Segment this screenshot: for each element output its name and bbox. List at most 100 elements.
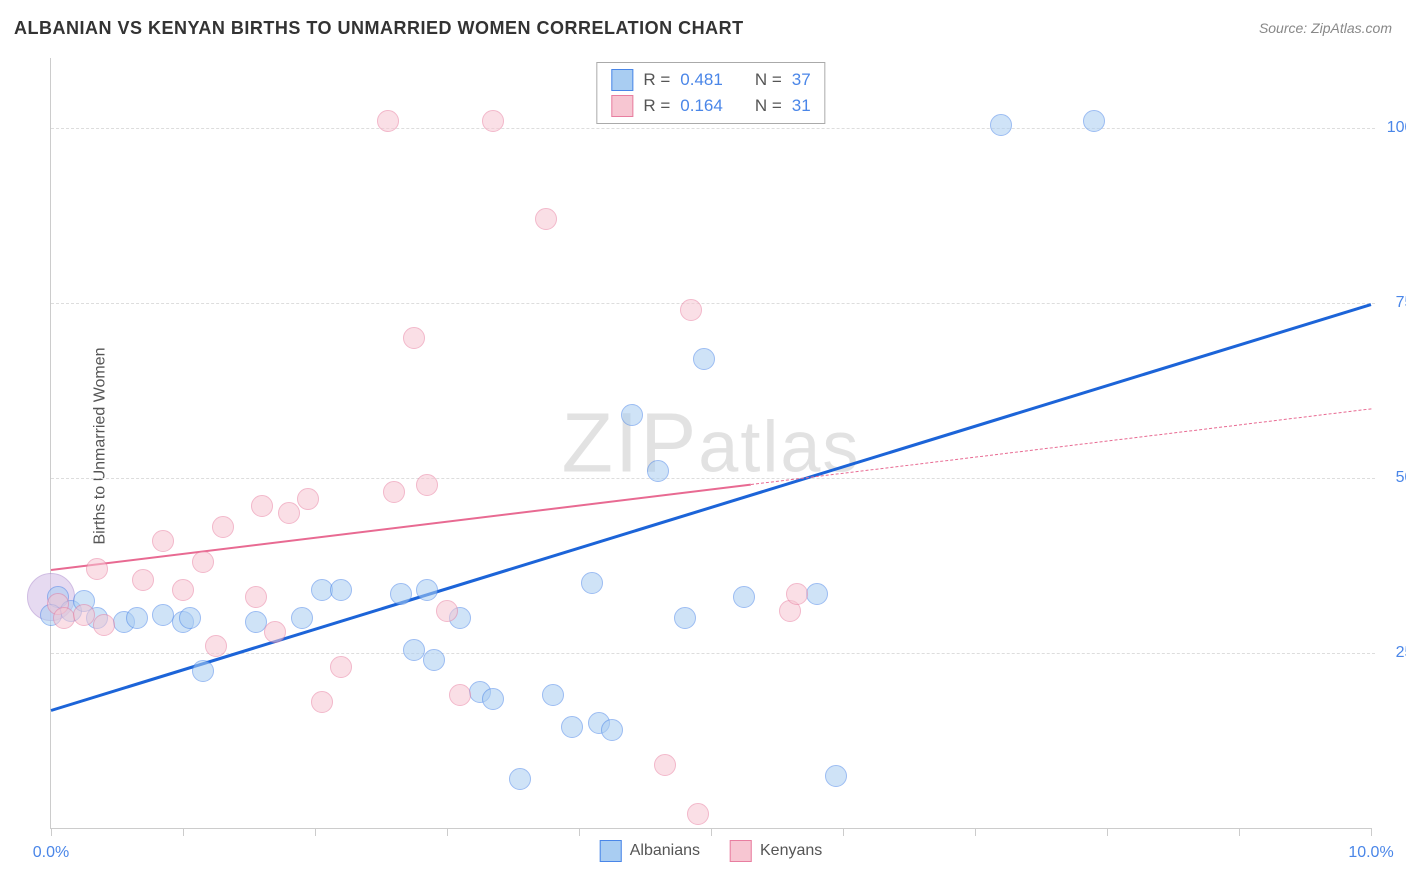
legend-r-value: 0.481 bbox=[680, 70, 723, 90]
legend-n-label: N = bbox=[755, 96, 782, 116]
data-point-albanians bbox=[601, 719, 623, 741]
legend-swatch bbox=[611, 95, 633, 117]
x-tick bbox=[183, 828, 184, 836]
x-tick bbox=[843, 828, 844, 836]
legend-n-value: 31 bbox=[792, 96, 811, 116]
data-point-albanians bbox=[416, 579, 438, 601]
data-point-kenyans bbox=[654, 754, 676, 776]
data-point-albanians bbox=[825, 765, 847, 787]
data-point-kenyans bbox=[264, 621, 286, 643]
data-point-kenyans bbox=[93, 614, 115, 636]
trendline-kenyans-extrapolated bbox=[751, 408, 1372, 485]
data-point-albanians bbox=[674, 607, 696, 629]
x-tick-label: 10.0% bbox=[1348, 844, 1393, 862]
gridline bbox=[51, 303, 1375, 304]
x-tick bbox=[975, 828, 976, 836]
data-point-kenyans bbox=[330, 656, 352, 678]
data-point-albanians bbox=[542, 684, 564, 706]
series-legend: Albanians Kenyans bbox=[600, 840, 823, 862]
data-point-kenyans bbox=[416, 474, 438, 496]
x-tick bbox=[315, 828, 316, 836]
chart-title: ALBANIAN VS KENYAN BIRTHS TO UNMARRIED W… bbox=[14, 18, 744, 38]
legend-correlation-row: R = 0.164 N = 31 bbox=[611, 95, 810, 117]
data-point-kenyans bbox=[535, 208, 557, 230]
data-point-kenyans bbox=[278, 502, 300, 524]
data-point-albanians bbox=[179, 607, 201, 629]
data-point-kenyans bbox=[132, 569, 154, 591]
legend-series-label: Kenyans bbox=[760, 842, 822, 860]
legend-swatch bbox=[600, 840, 622, 862]
data-point-kenyans bbox=[251, 495, 273, 517]
x-tick bbox=[579, 828, 580, 836]
legend-series-item: Albanians bbox=[600, 840, 700, 862]
chart-header: ALBANIAN VS KENYAN BIRTHS TO UNMARRIED W… bbox=[14, 18, 1392, 46]
legend-series-label: Albanians bbox=[630, 842, 700, 860]
legend-swatch bbox=[611, 69, 633, 91]
correlation-legend: R = 0.481 N = 37 R = 0.164 N = 31 bbox=[596, 62, 825, 124]
data-point-albanians bbox=[390, 583, 412, 605]
data-point-kenyans bbox=[449, 684, 471, 706]
data-point-kenyans bbox=[297, 488, 319, 510]
data-point-kenyans bbox=[192, 551, 214, 573]
data-point-albanians bbox=[806, 583, 828, 605]
data-point-albanians bbox=[561, 716, 583, 738]
gridline bbox=[51, 478, 1375, 479]
legend-swatch bbox=[730, 840, 752, 862]
x-tick bbox=[447, 828, 448, 836]
data-point-kenyans bbox=[172, 579, 194, 601]
data-point-kenyans bbox=[687, 803, 709, 825]
data-point-kenyans bbox=[383, 481, 405, 503]
x-tick bbox=[51, 828, 52, 836]
scatter-chart: ZIPatlas R =0.481N = 37R =0.164N = 31 Al… bbox=[50, 58, 1371, 829]
data-point-kenyans bbox=[205, 635, 227, 657]
y-tick-label: 100.0% bbox=[1381, 119, 1406, 137]
data-point-albanians bbox=[990, 114, 1012, 136]
legend-r-label: R = bbox=[643, 70, 670, 90]
x-tick bbox=[1107, 828, 1108, 836]
legend-series-item: Kenyans bbox=[730, 840, 822, 862]
data-point-albanians bbox=[482, 688, 504, 710]
data-point-kenyans bbox=[786, 583, 808, 605]
x-tick-label: 0.0% bbox=[33, 844, 69, 862]
data-point-albanians bbox=[152, 604, 174, 626]
data-point-kenyans bbox=[86, 558, 108, 580]
data-point-albanians bbox=[1083, 110, 1105, 132]
legend-n-value: 37 bbox=[792, 70, 811, 90]
data-point-kenyans bbox=[245, 586, 267, 608]
legend-r-label: R = bbox=[643, 96, 670, 116]
legend-n-label: N = bbox=[755, 70, 782, 90]
source-attribution: Source: ZipAtlas.com bbox=[1259, 20, 1392, 36]
legend-r-value: 0.164 bbox=[680, 96, 723, 116]
data-point-albanians bbox=[245, 611, 267, 633]
y-tick-label: 25.0% bbox=[1381, 644, 1406, 662]
data-point-kenyans bbox=[680, 299, 702, 321]
gridline bbox=[51, 128, 1375, 129]
data-point-kenyans bbox=[212, 516, 234, 538]
data-point-albanians bbox=[423, 649, 445, 671]
x-tick bbox=[1371, 828, 1372, 836]
data-point-kenyans bbox=[152, 530, 174, 552]
data-point-albanians bbox=[311, 579, 333, 601]
data-point-albanians bbox=[330, 579, 352, 601]
data-point-albanians bbox=[126, 607, 148, 629]
data-point-albanians bbox=[291, 607, 313, 629]
data-point-albanians bbox=[621, 404, 643, 426]
y-tick-label: 50.0% bbox=[1381, 469, 1406, 487]
data-point-albanians bbox=[192, 660, 214, 682]
legend-correlation-row: R = 0.481 N = 37 bbox=[611, 69, 810, 91]
data-point-kenyans bbox=[311, 691, 333, 713]
x-tick bbox=[711, 828, 712, 836]
data-point-kenyans bbox=[403, 327, 425, 349]
data-point-albanians bbox=[647, 460, 669, 482]
y-tick-label: 75.0% bbox=[1381, 294, 1406, 312]
data-point-albanians bbox=[581, 572, 603, 594]
gridline bbox=[51, 653, 1375, 654]
data-point-albanians bbox=[733, 586, 755, 608]
data-point-kenyans bbox=[482, 110, 504, 132]
data-point-kenyans bbox=[73, 604, 95, 626]
data-point-albanians bbox=[403, 639, 425, 661]
x-tick bbox=[1239, 828, 1240, 836]
data-point-kenyans bbox=[377, 110, 399, 132]
watermark-suffix: atlas bbox=[698, 408, 860, 488]
data-point-albanians bbox=[693, 348, 715, 370]
